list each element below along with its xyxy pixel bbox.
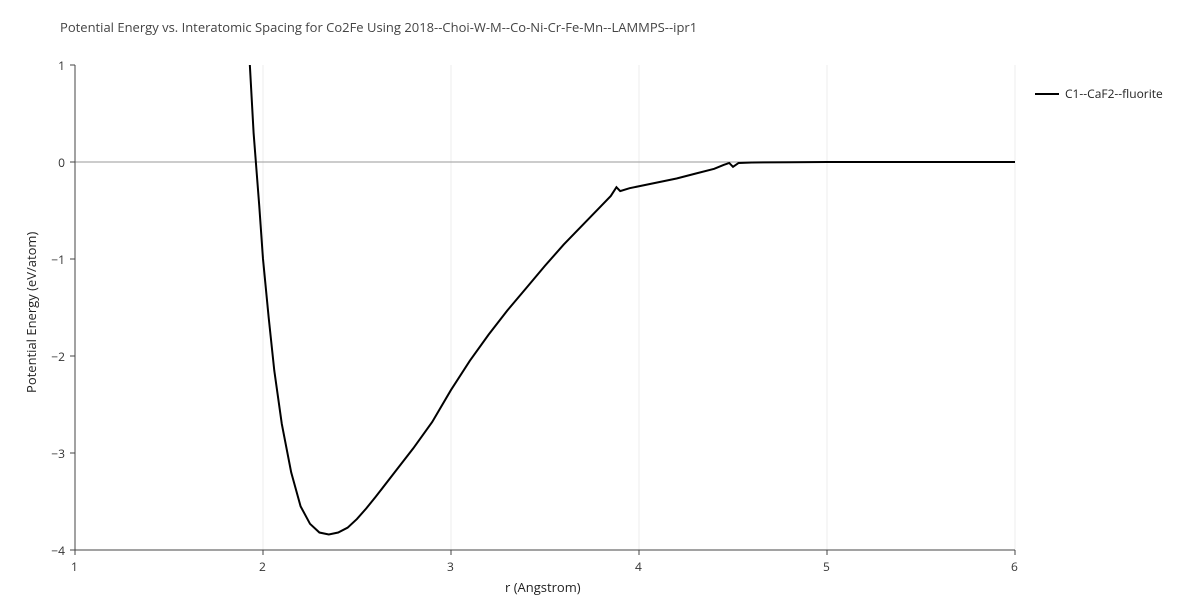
- chart-container: Potential Energy vs. Interatomic Spacing…: [0, 0, 1200, 600]
- series-line: [250, 65, 1015, 534]
- x-tick-label: 3: [447, 558, 454, 575]
- x-tick-label: 5: [823, 558, 830, 575]
- y-tick-label: 0: [58, 154, 65, 171]
- y-tick-label: 1: [58, 57, 65, 74]
- legend-line: [1035, 93, 1059, 95]
- y-tick-label: −3: [51, 445, 65, 462]
- x-tick-label: 1: [71, 558, 78, 575]
- x-tick-label: 4: [635, 558, 642, 575]
- x-tick-label: 6: [1011, 558, 1018, 575]
- x-tick-label: 2: [259, 558, 266, 575]
- legend: C1--CaF2--fluorite: [1035, 85, 1163, 102]
- legend-label: C1--CaF2--fluorite: [1065, 85, 1163, 102]
- chart-svg: [0, 0, 1200, 600]
- y-axis-label: Potential Energy (eV/atom): [22, 231, 40, 392]
- y-tick-label: −2: [51, 348, 65, 365]
- y-tick-label: −1: [51, 251, 65, 268]
- y-tick-label: −4: [51, 542, 65, 559]
- x-axis-label: r (Angstrom): [505, 578, 581, 596]
